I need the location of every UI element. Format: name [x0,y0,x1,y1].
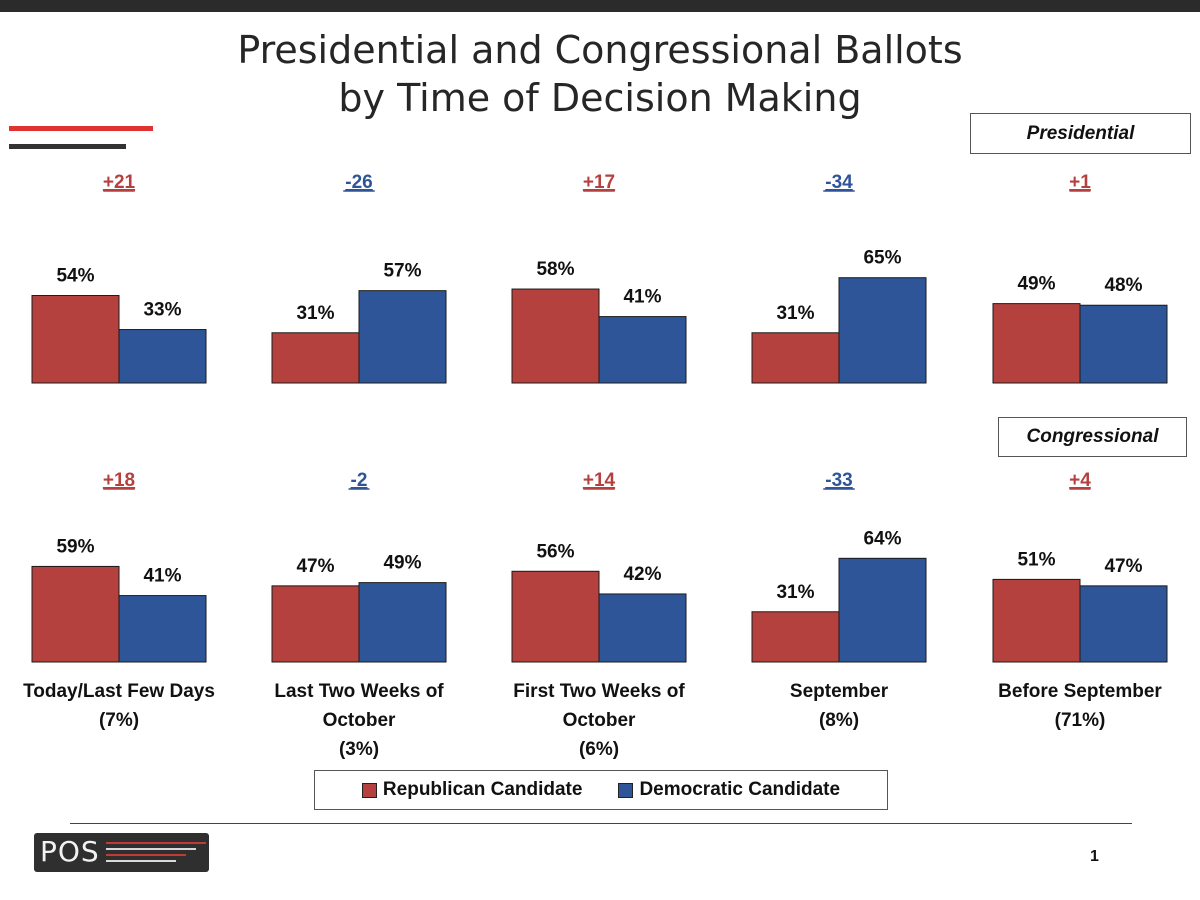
category-label-2: First Two Weeks of October (6%) [479,677,719,764]
accent-line-dark [9,144,126,149]
presidential-margin-label-0: +21 [103,172,136,193]
legend: Republican Candidate Democratic Candidat… [314,770,888,810]
page-title: Presidential and Congressional Ballots b… [150,26,1050,122]
presidential-bar-rep-4 [992,303,1081,384]
congressional-bar-dem-4 [1079,585,1168,663]
presidential-bar-dem-4 [1079,304,1168,384]
presidential-bar-dem-2 [598,316,687,384]
category-label-1-line-1: October [322,710,396,731]
pos-logo: POS [34,833,209,872]
presidential-panel-label: Presidential [970,113,1191,154]
presidential-bar-rep-2 [511,288,600,384]
legend-item-republican: Republican Candidate [361,779,583,801]
presidential-bar-dem-0 [118,329,207,384]
congressional-data-label-dem-3: 64% [863,528,901,549]
presidential-data-label-dem-0: 33% [143,300,181,321]
legend-label-democratic: Democratic Candidate [639,779,841,800]
presidential-data-label-rep-1: 31% [296,303,334,324]
congressional-panel-label: Congressional [998,417,1187,457]
congressional-data-label-dem-0: 41% [143,566,181,587]
presidential-bar-dem-3 [838,277,927,384]
presidential-margin-label-1: -26 [345,172,372,193]
page-number: 1 [1090,848,1099,865]
presidential-margin-label-2: +17 [583,172,615,193]
category-label-3: September (8%) [719,677,959,735]
presidential-bar-dem-1 [358,290,447,384]
congressional-margin-label-1: -2 [351,470,368,491]
congressional-data-label-rep-1: 47% [296,556,334,577]
congressional-bar-dem-3 [838,557,927,663]
top-bar [0,0,1200,12]
presidential-margin-label-3: -34 [825,172,853,193]
congressional-data-label-dem-4: 47% [1104,556,1142,577]
presidential-data-label-dem-1: 57% [383,261,421,282]
legend-item-democratic: Democratic Candidate [618,779,840,801]
congressional-bar-dem-1 [358,582,447,663]
category-label-2-line-1: October [562,710,636,731]
legend-swatch-republican [361,782,377,798]
congressional-margin-label-4: +4 [1069,470,1091,491]
congressional-margin-label-2: +14 [583,470,616,491]
page-title-line1: Presidential and Congressional Ballots [237,28,963,72]
category-label-1: Last Two Weeks of October (3%) [239,677,479,764]
presidential-data-label-rep-0: 54% [56,266,94,287]
presidential-data-label-rep-2: 58% [536,259,574,280]
legend-swatch-democratic [618,782,634,798]
presidential-data-label-dem-3: 65% [863,248,901,269]
congressional-margin-label-0: +18 [103,470,135,491]
category-label-2-line-0: First Two Weeks of [513,681,685,702]
congressional-data-label-rep-0: 59% [56,536,94,557]
congressional-bar-rep-1 [271,585,360,663]
category-label-3-line-1: (8%) [818,710,860,731]
legend-label-republican: Republican Candidate [382,779,583,800]
congressional-data-label-rep-2: 56% [536,541,574,562]
presidential-bar-rep-1 [271,332,360,384]
category-label-2-line-2: (6%) [578,739,620,760]
congressional-bar-rep-0 [31,565,120,663]
presidential-data-label-dem-2: 41% [623,287,661,308]
category-label-4-line-0: Before September [998,681,1162,702]
congressional-bar-dem-0 [118,595,207,663]
congressional-bar-dem-2 [598,593,687,663]
congressional-data-label-dem-1: 49% [383,553,421,574]
presidential-bar-rep-0 [31,295,120,384]
congressional-margin-label-3: -33 [825,470,852,491]
category-label-0-line-1: (7%) [98,710,140,731]
category-label-1-line-2: (3%) [338,739,380,760]
category-label-0-line-0: Today/Last Few Days [23,681,215,702]
congressional-bar-rep-2 [511,570,600,663]
logo-text: POS [40,835,100,868]
presidential-margin-label-4: +1 [1069,172,1091,193]
category-label-0: Today/Last Few Days (7%) [0,677,239,735]
page-title-line2: by Time of Decision Making [338,76,862,120]
footer-divider [70,823,1132,824]
category-label-4: Before September (71%) [960,677,1200,735]
accent-line-red [9,126,153,131]
congressional-data-label-rep-3: 31% [776,582,814,603]
presidential-data-label-rep-4: 49% [1017,274,1055,295]
presidential-data-label-dem-4: 48% [1104,275,1142,296]
congressional-bar-rep-3 [751,611,840,663]
congressional-data-label-rep-4: 51% [1017,549,1055,570]
category-label-1-line-0: Last Two Weeks of [274,681,444,702]
category-label-4-line-1: (71%) [1054,710,1106,731]
presidential-bar-rep-3 [751,332,840,384]
category-label-3-line-0: September [789,681,889,702]
congressional-data-label-dem-2: 42% [623,564,661,585]
presidential-data-label-rep-3: 31% [776,303,814,324]
congressional-bar-rep-4 [992,578,1081,663]
